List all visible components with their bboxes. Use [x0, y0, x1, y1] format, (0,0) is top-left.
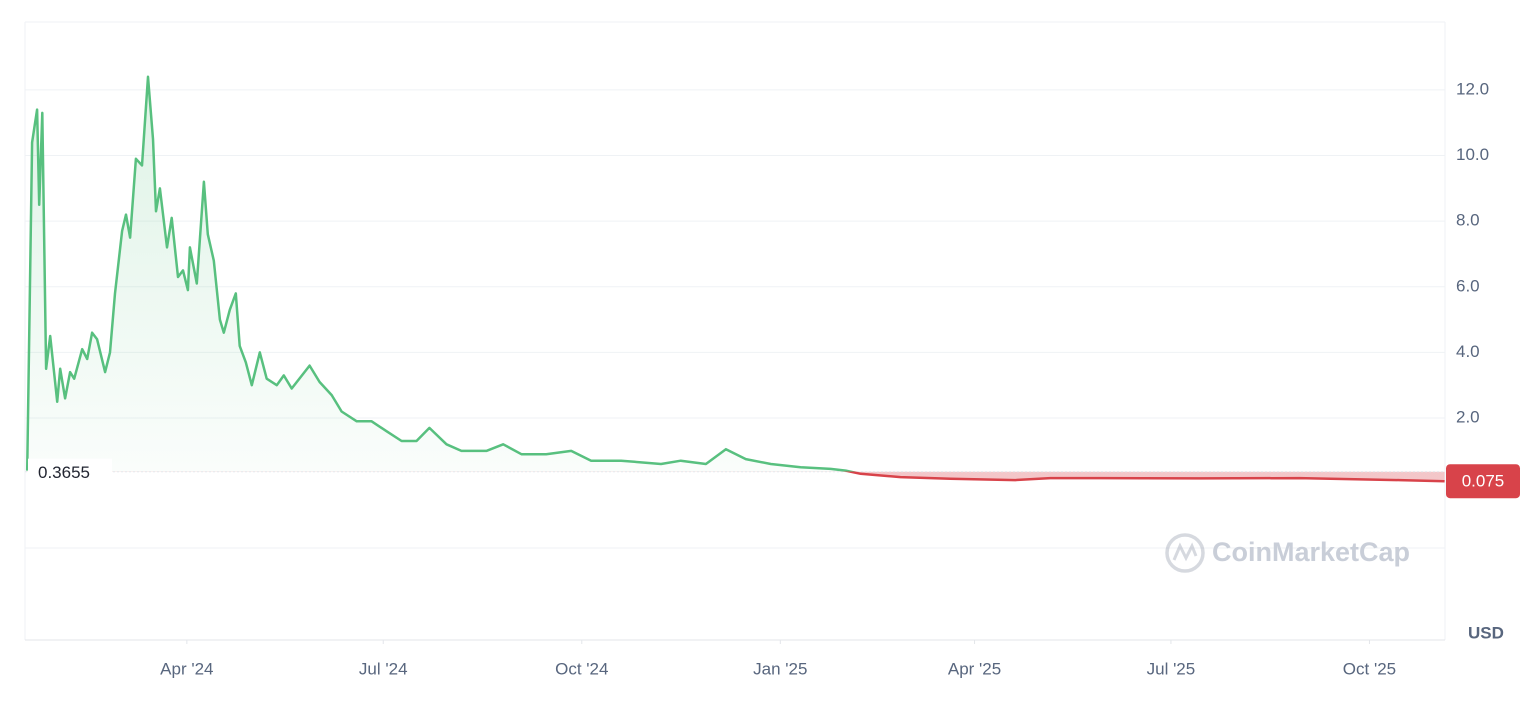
currency-label: USD	[1468, 623, 1504, 642]
watermark: CoinMarketCap	[1212, 537, 1410, 567]
price-line	[25, 75, 1445, 483]
x-tick-label: Jan '25	[753, 659, 807, 678]
last-price-label: 0.075	[1462, 472, 1505, 491]
x-tick-label: Apr '25	[948, 659, 1001, 678]
plot-area: 2.0 4.0 6.0 8.0 10.0 12.0 Apr '24 Jul '24 Oct '2…	[25, 75, 1520, 678]
baseline-label: 0.3655	[38, 463, 90, 482]
x-tick-label: Apr '24	[160, 659, 213, 678]
x-tick-label: Oct '24	[555, 659, 608, 678]
y-tick-label: 2.0	[1456, 408, 1480, 427]
y-tick-label: 10.0	[1456, 145, 1489, 164]
x-tick-label: Jul '24	[359, 659, 408, 678]
y-tick-label: 4.0	[1456, 342, 1480, 361]
last-price-box	[1446, 464, 1520, 499]
y-tick-label: 8.0	[1456, 211, 1480, 230]
x-tick-label: Jul '25	[1147, 659, 1196, 678]
area	[27, 76, 1445, 482]
y-tick-label: 6.0	[1456, 276, 1480, 295]
y-tick-label: 12.0	[1456, 79, 1489, 98]
watermark-logo	[1165, 533, 1205, 573]
baseline-label-box	[28, 458, 112, 485]
x-tick-label: Oct '25	[1343, 659, 1396, 678]
